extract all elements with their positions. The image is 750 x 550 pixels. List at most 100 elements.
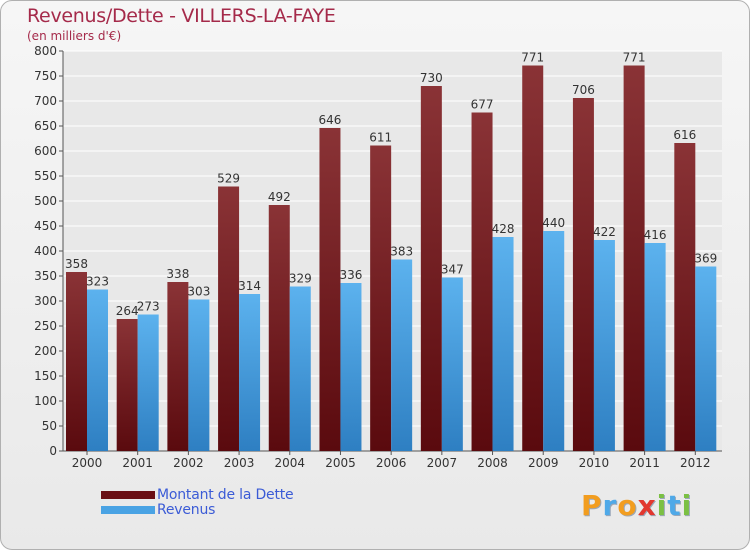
- label-dette-2003: 529: [217, 172, 240, 186]
- label-revenus-2009: 440: [542, 216, 565, 230]
- bar-dette-2002: [167, 282, 189, 451]
- label-revenus-2008: 428: [492, 222, 515, 236]
- label-dette-2007: 730: [420, 71, 443, 85]
- bar-dette-2005: [319, 128, 341, 451]
- y-tick-label: 600: [34, 144, 57, 158]
- logo-letter: i: [656, 489, 668, 522]
- legend-label-revenus: Revenus: [157, 501, 216, 518]
- label-dette-2006: 611: [369, 131, 392, 145]
- y-tick-label: 50: [42, 419, 57, 433]
- bar-dette-2006: [370, 145, 392, 451]
- label-dette-2010: 706: [572, 83, 595, 97]
- chart-subtitle: (en milliers d'€): [27, 29, 122, 43]
- bar-revenus-2011: [644, 243, 666, 451]
- label-dette-2005: 646: [319, 113, 342, 127]
- label-revenus-2007: 347: [441, 263, 464, 277]
- label-dette-2004: 492: [268, 190, 291, 204]
- y-tick-label: 750: [34, 69, 57, 83]
- label-revenus-2011: 416: [644, 228, 667, 242]
- label-revenus-2012: 369: [694, 252, 717, 266]
- bar-revenus-2007: [441, 277, 463, 451]
- legend-item-revenus: Revenus: [101, 501, 293, 518]
- y-tick-label: 100: [34, 394, 57, 408]
- x-tick-label-2009: 2009: [528, 456, 559, 470]
- y-tick-label: 550: [34, 169, 57, 183]
- label-dette-2009: 771: [521, 51, 544, 65]
- bars: [66, 65, 717, 451]
- y-tick-label: 250: [34, 319, 57, 333]
- label-revenus-2001: 273: [137, 300, 160, 314]
- logo-letter: x: [637, 489, 657, 522]
- bar-dette-2001: [116, 319, 138, 451]
- bar-revenus-2003: [239, 294, 261, 451]
- bar-dette-2011: [623, 65, 645, 451]
- bar-dette-2010: [572, 98, 594, 451]
- bar-revenus-2010: [593, 240, 615, 451]
- bar-revenus-2000: [87, 289, 108, 451]
- legend: Montant de la Dette Revenus: [101, 486, 294, 518]
- x-tick-label-2010: 2010: [579, 456, 610, 470]
- x-tick-label-2007: 2007: [427, 456, 458, 470]
- y-tick-label: 450: [34, 219, 57, 233]
- bar-revenus-2001: [137, 314, 159, 451]
- legend-swatch-revenus: [101, 505, 155, 514]
- bar-dette-2003: [218, 186, 240, 451]
- chart-title: Revenus/Dette - VILLERS-LA-FAYE: [27, 5, 336, 27]
- y-tick-label: 800: [34, 44, 57, 58]
- y-tick-label: 300: [34, 294, 57, 308]
- logo-letter: t: [667, 489, 682, 522]
- bar-revenus-2006: [391, 259, 413, 451]
- bar-dette-2007: [420, 86, 442, 451]
- label-dette-2012: 616: [673, 128, 696, 142]
- bar-revenus-2009: [543, 231, 565, 451]
- x-tick-label-2005: 2005: [325, 456, 356, 470]
- x-tick-label-2000: 2000: [72, 456, 103, 470]
- x-tick-label-2011: 2011: [629, 456, 660, 470]
- y-tick-label: 700: [34, 94, 57, 108]
- logo-letter: i: [681, 489, 693, 522]
- label-dette-2000: 358: [65, 257, 88, 271]
- label-revenus-2000: 323: [86, 275, 109, 289]
- label-dette-2008: 677: [471, 98, 494, 112]
- bar-revenus-2004: [289, 286, 311, 451]
- y-tick-label: 500: [34, 194, 57, 208]
- label-revenus-2004: 329: [289, 272, 312, 286]
- legend-label-dette: Montant de la Dette: [157, 486, 294, 503]
- legend-item-dette: Montant de la Dette: [101, 486, 294, 503]
- y-tick-label: 650: [34, 119, 57, 133]
- y-tick-label: 0: [49, 444, 57, 458]
- label-dette-2011: 771: [623, 51, 646, 65]
- bar-dette-2004: [268, 205, 290, 451]
- label-revenus-2005: 336: [340, 268, 363, 282]
- legend-swatch-dette: [101, 490, 155, 499]
- bar-dette-2000: [66, 272, 87, 451]
- x-tick-label-2002: 2002: [173, 456, 204, 470]
- y-tick-label: 400: [34, 244, 57, 258]
- label-revenus-2003: 314: [238, 279, 261, 293]
- x-tick-label-2004: 2004: [274, 456, 305, 470]
- bar-dette-2008: [471, 112, 493, 451]
- bar-revenus-2008: [492, 237, 514, 451]
- label-dette-2002: 338: [166, 267, 189, 281]
- label-revenus-2006: 383: [390, 245, 413, 259]
- label-dette-2001: 264: [116, 304, 139, 318]
- y-tick-label: 200: [34, 344, 57, 358]
- x-tick-label-2001: 2001: [122, 456, 153, 470]
- y-tick-label: 350: [34, 269, 57, 283]
- x-tick-label-2008: 2008: [477, 456, 508, 470]
- bar-revenus-2005: [340, 283, 362, 451]
- logo-letter: P: [581, 489, 603, 522]
- x-tick-label-2003: 2003: [224, 456, 255, 470]
- x-axis-ticks: 2000 2001 2002 2003 2004 2005 2006 2007 2008 2009…: [72, 451, 711, 470]
- y-tick-label: 150: [34, 369, 57, 383]
- x-tick-label-2006: 2006: [376, 456, 407, 470]
- bar-revenus-2012: [695, 266, 717, 451]
- bar-dette-2012: [674, 143, 696, 451]
- logo-letter: o: [617, 489, 638, 522]
- proxiti-logo: Proxiti: [581, 489, 692, 522]
- bar-revenus-2002: [188, 299, 210, 451]
- bar-dette-2009: [522, 65, 544, 451]
